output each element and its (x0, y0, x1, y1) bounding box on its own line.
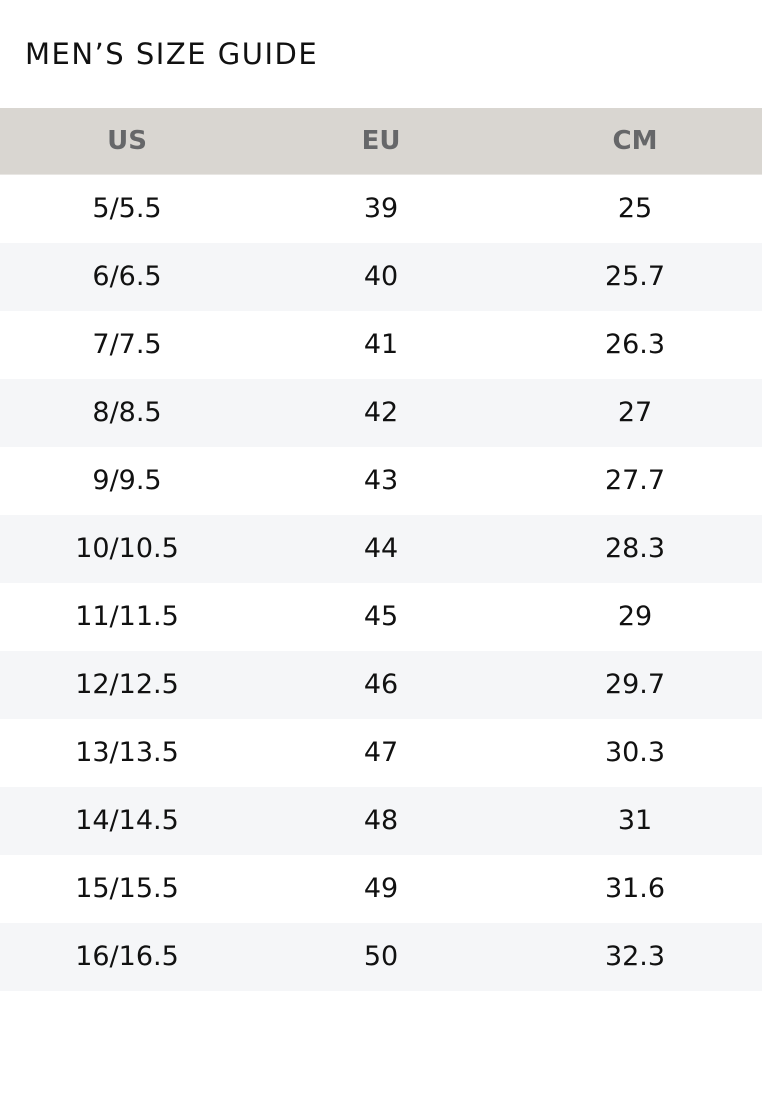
cell-us: 5/5.5 (92, 193, 162, 224)
cell-eu: 39 (363, 193, 399, 224)
cell-us: 15/15.5 (75, 873, 179, 904)
cell-eu: 42 (363, 397, 399, 428)
column-header-cm: CM (612, 126, 658, 156)
cell-us: 14/14.5 (75, 805, 179, 836)
cell-eu: 45 (363, 601, 399, 632)
cell-us: 16/16.5 (75, 941, 179, 972)
table-row: 15/15.5 49 31.6 (0, 855, 762, 923)
cell-cm: 29 (617, 601, 653, 632)
table-row: 14/14.5 48 31 (0, 787, 762, 855)
cell-cm: 31.6 (604, 873, 666, 904)
column-header-eu: EU (361, 126, 401, 156)
table-row: 9/9.5 43 27.7 (0, 447, 762, 515)
cell-us: 6/6.5 (92, 261, 162, 292)
cell-cm: 27.7 (604, 465, 666, 496)
cell-eu: 43 (363, 465, 399, 496)
cell-cm: 29.7 (604, 669, 666, 700)
cell-eu: 50 (363, 941, 399, 972)
cell-cm: 31 (617, 805, 653, 836)
cell-eu: 44 (363, 533, 399, 564)
cell-us: 12/12.5 (75, 669, 179, 700)
page-title: MEN’S SIZE GUIDE (25, 37, 319, 71)
cell-cm: 25 (617, 193, 653, 224)
table-row: 6/6.5 40 25.7 (0, 243, 762, 311)
column-header-us: US (107, 126, 147, 156)
table-row: 13/13.5 47 30.3 (0, 719, 762, 787)
cell-cm: 26.3 (604, 329, 666, 360)
cell-us: 10/10.5 (75, 533, 179, 564)
table-row: 7/7.5 41 26.3 (0, 311, 762, 379)
table-header: US EU CM (0, 108, 762, 175)
cell-us: 13/13.5 (75, 737, 179, 768)
cell-cm: 32.3 (604, 941, 666, 972)
cell-cm: 28.3 (604, 533, 666, 564)
table-row: 8/8.5 42 27 (0, 379, 762, 447)
table-body: 5/5.5 39 25 6/6.5 40 25.7 7/7.5 41 26.3 8/8.5 42 27… (0, 175, 762, 991)
table-row: 12/12.5 46 29.7 (0, 651, 762, 719)
cell-us: 11/11.5 (75, 601, 179, 632)
cell-us: 9/9.5 (92, 465, 162, 496)
cell-cm: 25.7 (604, 261, 666, 292)
cell-us: 7/7.5 (92, 329, 162, 360)
table-row: 11/11.5 45 29 (0, 583, 762, 651)
cell-eu: 41 (363, 329, 399, 360)
cell-cm: 30.3 (604, 737, 666, 768)
table-row: 5/5.5 39 25 (0, 175, 762, 243)
cell-eu: 46 (363, 669, 399, 700)
cell-eu: 40 (363, 261, 399, 292)
cell-us: 8/8.5 (92, 397, 162, 428)
cell-eu: 48 (363, 805, 399, 836)
cell-eu: 47 (363, 737, 399, 768)
size-table: US EU CM 5/5.5 39 25 6/6.5 40 25.7 7/7.5 41 26.3… (0, 108, 762, 991)
cell-cm: 27 (617, 397, 653, 428)
table-row: 16/16.5 50 32.3 (0, 923, 762, 991)
table-row: 10/10.5 44 28.3 (0, 515, 762, 583)
cell-eu: 49 (363, 873, 399, 904)
